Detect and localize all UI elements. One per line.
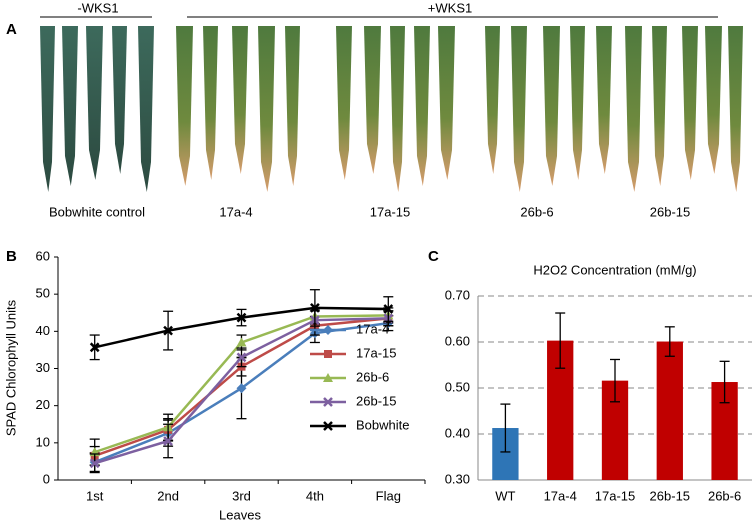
y-tick-label: 0.40 bbox=[445, 425, 470, 440]
error-bar bbox=[719, 360, 730, 404]
x-tick-label: 2nd bbox=[157, 488, 179, 503]
y-tick-label: 0.70 bbox=[445, 287, 470, 302]
y-tick-label: 0.30 bbox=[445, 471, 470, 486]
y-tick-label: 30 bbox=[36, 360, 50, 375]
leaf bbox=[62, 26, 78, 186]
marker bbox=[236, 383, 247, 394]
leaf bbox=[390, 26, 405, 192]
sample-label: 26b-6 bbox=[520, 204, 553, 219]
y-tick-label: 0.60 bbox=[445, 333, 470, 348]
x-tick-label: 17a-15 bbox=[595, 488, 635, 503]
leaf bbox=[364, 26, 381, 174]
marker bbox=[383, 304, 394, 314]
legend-label: 26b-6 bbox=[356, 369, 389, 384]
leaf bbox=[203, 26, 218, 180]
legend-label: 17a-15 bbox=[356, 345, 396, 360]
leaf bbox=[40, 26, 55, 192]
leaf bbox=[596, 26, 612, 174]
legend-label: 17a-4 bbox=[356, 321, 389, 336]
panel-label: A bbox=[6, 21, 17, 38]
x-axis-label: Leaves bbox=[219, 507, 261, 522]
leaf bbox=[232, 26, 248, 174]
y-tick-label: 10 bbox=[36, 434, 50, 449]
leaf bbox=[570, 26, 585, 180]
marker bbox=[323, 421, 333, 431]
leaf bbox=[414, 26, 430, 186]
x-tick-label: 3rd bbox=[232, 488, 251, 503]
x-tick-label: WT bbox=[495, 488, 515, 503]
leaf bbox=[285, 26, 300, 186]
leaf bbox=[652, 26, 667, 186]
sample-label: 26b-15 bbox=[650, 204, 690, 219]
panel-label: C bbox=[428, 248, 439, 265]
legend-label: 26b-15 bbox=[356, 393, 396, 408]
leaf bbox=[86, 26, 103, 180]
group-label: -WKS1 bbox=[77, 0, 118, 15]
legend-label: Bobwhite bbox=[356, 417, 409, 432]
x-tick-label: 4th bbox=[306, 488, 324, 503]
group-label: +WKS1 bbox=[428, 0, 472, 15]
x-tick-label: 26b-6 bbox=[708, 488, 741, 503]
panel-a: A -WKS1 +WKS1 Bobwhite control 17a-4 17a… bbox=[6, 0, 743, 219]
y-tick-label: 50 bbox=[36, 286, 50, 301]
sample-label: 17a-15 bbox=[370, 204, 410, 219]
error-bar bbox=[500, 403, 511, 453]
marker bbox=[236, 312, 247, 323]
y-tick-label: 20 bbox=[36, 397, 50, 412]
bar bbox=[656, 341, 683, 480]
marker bbox=[163, 436, 173, 446]
error-bar bbox=[610, 358, 620, 403]
marker bbox=[236, 352, 247, 363]
leaf bbox=[138, 26, 154, 192]
y-tick-label: 60 bbox=[36, 248, 50, 263]
leaf bbox=[543, 26, 560, 186]
marker bbox=[163, 325, 173, 336]
y-tick-label: 0.50 bbox=[445, 379, 470, 394]
leaf bbox=[176, 26, 193, 186]
leaf bbox=[485, 26, 500, 174]
marker bbox=[323, 325, 333, 335]
chart-title: H2O2 Concentration (mM/g) bbox=[533, 262, 696, 277]
x-tick-label: 1st bbox=[86, 488, 104, 503]
marker bbox=[324, 350, 332, 358]
y-tick-label: 0 bbox=[43, 471, 50, 486]
x-tick-label: 26b-15 bbox=[650, 488, 690, 503]
leaf bbox=[511, 26, 527, 192]
leaf bbox=[336, 26, 352, 180]
leaf bbox=[682, 26, 698, 180]
leaf bbox=[705, 26, 722, 174]
marker bbox=[323, 373, 333, 382]
marker bbox=[310, 303, 320, 313]
leaf bbox=[625, 26, 642, 192]
sample-label: Bobwhite control bbox=[49, 204, 145, 219]
leaf bbox=[258, 26, 275, 192]
panel-label: B bbox=[6, 248, 17, 265]
marker bbox=[236, 337, 247, 347]
x-tick-label: 17a-4 bbox=[544, 488, 577, 503]
y-axis-label: SPAD Chlorophyll Units bbox=[3, 299, 18, 436]
leaf bbox=[728, 26, 743, 192]
marker bbox=[89, 458, 100, 469]
leaf bbox=[438, 26, 455, 180]
error-bar bbox=[664, 326, 675, 357]
sample-label: 17a-4 bbox=[219, 204, 252, 219]
leaf bbox=[112, 26, 127, 174]
x-tick-label: Flag bbox=[376, 488, 401, 503]
error-bar bbox=[555, 312, 566, 369]
y-tick-label: 40 bbox=[36, 323, 50, 338]
marker bbox=[89, 342, 100, 353]
marker bbox=[323, 397, 333, 407]
